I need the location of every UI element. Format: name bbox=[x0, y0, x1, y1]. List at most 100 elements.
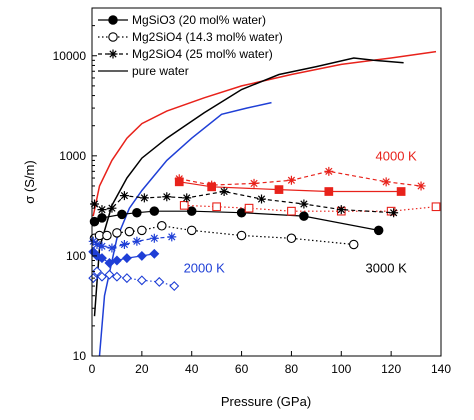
legend-marker bbox=[108, 15, 118, 25]
data-point bbox=[186, 206, 197, 216]
legend-label: pure water bbox=[132, 64, 189, 78]
data-point bbox=[111, 271, 122, 282]
data-point bbox=[111, 255, 122, 266]
annotation-label: 4000 K bbox=[376, 148, 418, 163]
data-point bbox=[416, 181, 426, 191]
legend-label: Mg2SiO4 (14.3 mol% water) bbox=[132, 30, 283, 44]
data-point bbox=[157, 221, 167, 231]
data-point bbox=[167, 232, 177, 242]
x-tick-label: 80 bbox=[285, 362, 299, 376]
data-point bbox=[92, 266, 102, 277]
data-point bbox=[149, 248, 160, 259]
x-axis-title: Pressure (GPa) bbox=[221, 394, 311, 409]
data-point bbox=[299, 199, 309, 209]
x-tick-label: 20 bbox=[135, 362, 149, 376]
data-point bbox=[207, 180, 217, 190]
y-tick-label: 100 bbox=[66, 249, 86, 263]
data-point bbox=[249, 178, 259, 188]
series-11 bbox=[88, 232, 177, 253]
data-point bbox=[212, 202, 221, 212]
series-8 bbox=[88, 266, 180, 292]
series-0 bbox=[92, 50, 437, 217]
data-point bbox=[431, 202, 441, 212]
data-point bbox=[324, 187, 334, 196]
data-point bbox=[389, 208, 399, 218]
legend-marker bbox=[108, 49, 118, 59]
annotation-label: 3000 K bbox=[366, 261, 408, 276]
series-line bbox=[98, 101, 272, 357]
data-point bbox=[179, 201, 189, 210]
data-point bbox=[186, 225, 197, 236]
data-point bbox=[124, 226, 135, 237]
series-2 bbox=[98, 101, 272, 357]
series-7 bbox=[89, 221, 359, 250]
data-point bbox=[97, 241, 107, 251]
data-point bbox=[104, 258, 115, 268]
data-point bbox=[132, 207, 142, 218]
data-point bbox=[88, 236, 98, 246]
x-tick-label: 140 bbox=[431, 362, 451, 376]
x-tick-label: 100 bbox=[331, 362, 351, 376]
data-point bbox=[117, 209, 127, 220]
data-point bbox=[96, 271, 107, 282]
data-point bbox=[89, 199, 99, 209]
data-point bbox=[107, 203, 117, 213]
data-point bbox=[324, 166, 334, 176]
data-point bbox=[121, 253, 132, 264]
data-point bbox=[286, 175, 296, 185]
data-point bbox=[274, 185, 284, 194]
series-10 bbox=[89, 187, 399, 218]
data-point bbox=[236, 207, 247, 218]
data-point bbox=[396, 187, 406, 196]
y-tick-label: 10000 bbox=[53, 49, 87, 63]
data-point bbox=[96, 253, 107, 264]
data-point bbox=[149, 233, 159, 243]
data-point bbox=[287, 206, 296, 216]
data-point bbox=[112, 228, 122, 238]
x-tick-label: 0 bbox=[89, 362, 96, 376]
data-point bbox=[373, 225, 384, 236]
legend-label: Mg2SiO4 (25 mol% water) bbox=[132, 47, 273, 61]
x-tick-label: 60 bbox=[235, 362, 249, 376]
plot-frame bbox=[91, 7, 442, 357]
data-point bbox=[182, 193, 192, 203]
data-point bbox=[257, 194, 267, 204]
data-point bbox=[102, 230, 112, 241]
y-tick-label: 10 bbox=[73, 349, 87, 363]
data-point bbox=[169, 281, 180, 292]
data-point bbox=[97, 213, 107, 223]
legend: MgSiO3 (20 mol% water) Mg2SiO4 (14.3 mol%… bbox=[98, 13, 283, 78]
data-point bbox=[97, 205, 107, 215]
legend-marker bbox=[108, 32, 118, 42]
data-point bbox=[132, 236, 142, 246]
data-point bbox=[121, 273, 132, 284]
data-point bbox=[336, 205, 346, 215]
plot-area bbox=[88, 50, 441, 357]
data-point bbox=[139, 193, 149, 203]
data-point bbox=[286, 233, 297, 244]
data-point bbox=[381, 177, 391, 187]
axes: 0 20 40 60 80 100 120 140 10 100 1000 10000 bbox=[53, 7, 451, 376]
x-tick-label: 40 bbox=[185, 362, 199, 376]
annotations: 4000 K 3000 K 2000 K bbox=[184, 148, 417, 275]
data-point bbox=[92, 240, 102, 250]
data-point bbox=[174, 174, 184, 184]
y-tick-label: 1000 bbox=[59, 149, 86, 163]
series-9 bbox=[174, 166, 426, 191]
x-tick-label: 120 bbox=[381, 362, 401, 376]
data-point bbox=[236, 230, 247, 241]
data-point bbox=[104, 269, 115, 280]
data-point bbox=[154, 276, 165, 287]
legend-label: MgSiO3 (20 mol% water) bbox=[132, 13, 266, 27]
data-point bbox=[137, 225, 147, 236]
data-point bbox=[244, 203, 254, 213]
data-point bbox=[162, 192, 172, 202]
data-point bbox=[107, 243, 117, 253]
data-point bbox=[119, 240, 129, 250]
data-point bbox=[219, 187, 229, 197]
y-axis-title: σ (S/m) bbox=[22, 160, 37, 203]
data-point bbox=[149, 206, 160, 216]
data-point bbox=[136, 275, 147, 286]
series-line bbox=[92, 50, 437, 217]
